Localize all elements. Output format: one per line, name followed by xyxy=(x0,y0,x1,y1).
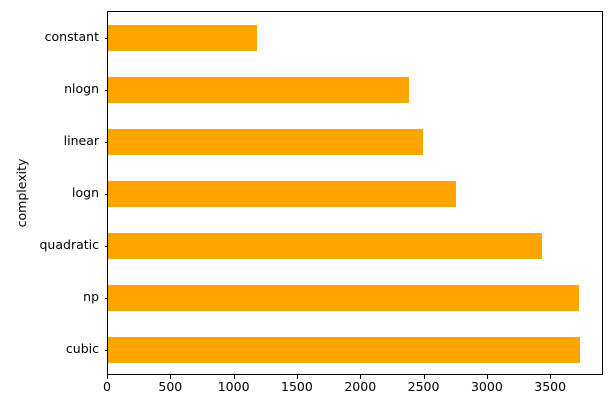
y-axis-tick-mark xyxy=(104,194,108,195)
bar xyxy=(108,77,410,103)
x-axis-tick-label: 1500 xyxy=(281,379,313,394)
bar xyxy=(108,129,424,155)
bar xyxy=(108,233,543,259)
bar xyxy=(108,337,580,363)
x-axis-tick-mark xyxy=(170,375,172,379)
x-axis-tick-label: 0 xyxy=(103,379,111,394)
y-axis-tick-mark xyxy=(104,90,108,91)
plot-area xyxy=(108,12,602,374)
y-axis-tick-label: cubic xyxy=(65,340,99,356)
x-axis-tick-mark xyxy=(423,375,425,379)
y-axis-tick-mark xyxy=(104,246,108,247)
x-axis-tick-mark xyxy=(550,375,552,379)
y-axis-tick-label: linear xyxy=(63,132,99,148)
bar xyxy=(108,181,457,207)
y-axis-label: complexity xyxy=(14,158,29,228)
y-axis-tick-label: constant xyxy=(44,28,99,44)
y-axis-tick-label: nlogn xyxy=(64,80,99,96)
y-axis-tick-mark xyxy=(104,38,108,39)
bar xyxy=(108,285,580,311)
x-axis-tick-label: 500 xyxy=(158,379,183,394)
bar xyxy=(108,25,258,51)
y-axis-tick-label: np xyxy=(83,288,99,304)
x-axis-tick-mark xyxy=(296,375,298,379)
y-axis-tick-mark xyxy=(104,142,108,143)
y-axis-tick-label: logn xyxy=(72,184,99,200)
x-axis-tick-label: 1000 xyxy=(217,379,250,394)
x-axis-tick-label: 3000 xyxy=(470,379,503,394)
x-axis-tick-label: 2000 xyxy=(344,379,377,394)
y-axis-tick-label: quadratic xyxy=(39,236,100,252)
x-axis-tick-label: 3500 xyxy=(534,379,567,394)
x-axis-tick-mark xyxy=(360,375,362,379)
y-axis-tick-labels: constant nlogn linear logn quadratic np cubic xyxy=(0,0,100,413)
x-axis-tick-mark xyxy=(486,375,488,379)
y-axis-tick-mark xyxy=(104,350,108,351)
x-axis-tick-label: 2500 xyxy=(407,379,440,394)
y-axis-tick-mark xyxy=(104,298,108,299)
plot-axes xyxy=(104,11,603,375)
x-axis-tick-mark xyxy=(107,375,108,379)
x-axis-tick-mark xyxy=(233,375,235,379)
